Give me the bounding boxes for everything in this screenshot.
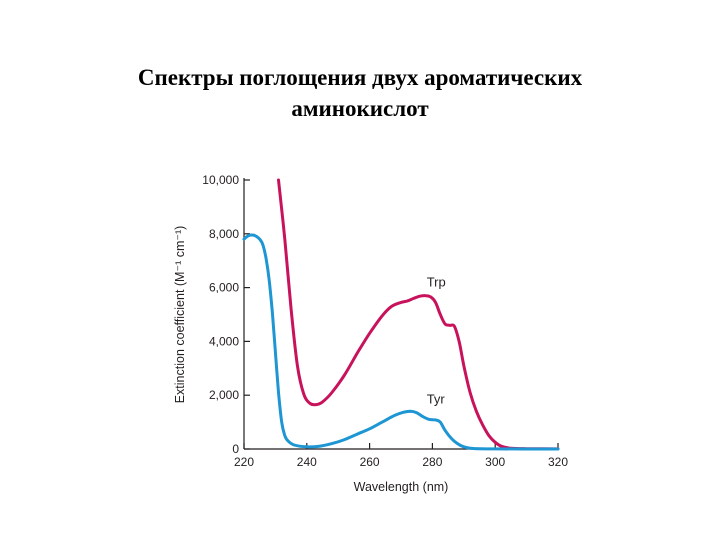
series-line-trp xyxy=(277,178,560,451)
slide-title-line-1: Спектры поглощения двух ароматических xyxy=(137,65,583,90)
y-tick-label: 6,000 xyxy=(209,281,239,295)
x-tick-label: 320 xyxy=(548,455,568,469)
series-label-tyr: Tyr xyxy=(427,391,446,406)
y-tick-label: 8,000 xyxy=(209,227,239,241)
series-layer xyxy=(242,178,560,451)
slide-title-line-2: аминокислот xyxy=(291,96,429,121)
y-axis-label: Extinction coefficient (M⁻¹ cm⁻¹) xyxy=(173,226,187,404)
x-tick-label: 280 xyxy=(422,455,442,469)
series-line-tyr xyxy=(242,233,560,451)
y-tick-label: 10,000 xyxy=(202,173,239,187)
y-tick-label: 2,000 xyxy=(209,388,239,402)
y-tick-label: 4,000 xyxy=(209,334,239,348)
slide-title: Спектры поглощения двух ароматических ам… xyxy=(0,62,720,124)
chart-axes: 0 2,000 4,000 6,000 8,000 10,000 220 240 260 280 3… xyxy=(202,173,568,469)
series-label-trp: Trp xyxy=(427,274,446,289)
x-tick-label: 260 xyxy=(360,455,380,469)
y-tick-label: 0 xyxy=(232,442,239,456)
x-tick-label: 300 xyxy=(485,455,505,469)
x-tick-label: 240 xyxy=(297,455,317,469)
x-tick-label: 220 xyxy=(234,455,254,469)
chart-labels: Wavelength (nm) Extinction coefficient (M… xyxy=(173,226,448,494)
x-axis-label: Wavelength (nm) xyxy=(354,480,449,494)
